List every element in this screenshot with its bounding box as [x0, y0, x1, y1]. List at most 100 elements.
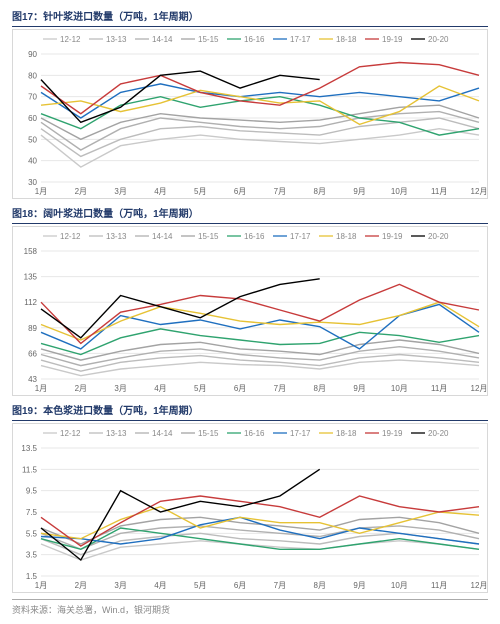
chart-svg: 12-1213-1314-1415-1516-1617-1718-1819-19…: [13, 30, 487, 198]
x-tick-label: 1月: [35, 384, 47, 393]
y-tick-label: 9.5: [26, 487, 38, 496]
y-tick-label: 158: [24, 247, 38, 256]
x-tick-label: 11月: [431, 581, 447, 590]
charts-host: 图17：针叶浆进口数量（万吨，1年周期） 12-12 13-13 14-14 15-15…: [12, 8, 488, 593]
legend-label: 18-18: [336, 429, 357, 438]
x-tick-label: 2月: [75, 384, 87, 393]
legend: 12-1213-1314-1415-1516-1617-1718-1819-19…: [43, 429, 449, 438]
legend-label: 12-12: [60, 232, 81, 241]
plot-area: 1.53.55.57.59.511.513.51月2月3月4月5月6月7月8月9…: [21, 444, 487, 590]
y-tick-label: 1.5: [26, 572, 38, 581]
x-tick-label: 2月: [75, 187, 87, 196]
series-line: [41, 360, 479, 376]
x-tick-label: 3月: [114, 187, 126, 196]
series-line: [41, 541, 479, 560]
x-tick-label: 8月: [314, 187, 326, 196]
legend-label: 14-14: [152, 429, 173, 438]
y-tick-label: 50: [28, 135, 37, 144]
chart-canvas-wrap: 12-1213-1314-1415-1516-1617-1718-1819-19…: [12, 423, 488, 593]
x-tick-label: 5月: [194, 384, 206, 393]
x-tick-label: 6月: [234, 384, 246, 393]
legend-label: 15-15: [198, 232, 219, 241]
legend-label: 18-18: [336, 35, 357, 44]
chart-block: 图17：针叶浆进口数量（万吨，1年周期）12-1213-1314-1415-15…: [12, 8, 488, 199]
legend-label: 12-12: [60, 429, 81, 438]
chart-title: 图17：针叶浆进口数量（万吨，1年周期）: [12, 8, 488, 27]
x-tick-label: 12月: [471, 384, 487, 393]
legend-label: 12-12: [60, 35, 81, 44]
legend-label: 14-14: [152, 232, 173, 241]
legend-label: 16-16: [244, 35, 265, 44]
y-tick-label: 3.5: [26, 551, 38, 560]
x-tick-label: 11月: [431, 187, 447, 196]
legend-label: 15-15: [198, 429, 219, 438]
y-tick-label: 40: [28, 157, 37, 166]
x-tick-label: 10月: [391, 187, 408, 196]
legend-label: 17-17: [290, 232, 311, 241]
series-line: [41, 279, 320, 338]
legend-label: 19-19: [382, 429, 403, 438]
legend-label: 19-19: [382, 35, 403, 44]
chart-block: 图18：阔叶浆进口数量（万吨，1年周期）12-1213-1314-1415-15…: [12, 205, 488, 396]
x-tick-label: 12月: [471, 581, 487, 590]
x-tick-label: 7月: [274, 384, 286, 393]
series-line: [41, 105, 479, 139]
chart-svg: 12-12 13-13 14-14 15-15 16-16 17-17 18-18 19-19…: [13, 227, 487, 395]
x-tick-label: 5月: [194, 187, 206, 196]
y-tick-label: 43: [28, 375, 37, 384]
y-tick-label: 13.5: [21, 444, 37, 453]
x-tick-label: 1月: [35, 187, 47, 196]
legend-label: 18-18: [336, 232, 357, 241]
x-tick-label: 6月: [234, 187, 246, 196]
x-tick-label: 9月: [353, 187, 365, 196]
y-tick-label: 135: [24, 273, 38, 282]
source-text: 资料来源：海关总署，Win.d，银河期货: [12, 599, 488, 616]
plot-area: 304050607080901月2月3月4月5月6月7月8月9月10月11月12…: [28, 50, 487, 196]
x-tick-label: 4月: [154, 187, 166, 196]
x-tick-label: 4月: [154, 581, 166, 590]
x-tick-label: 9月: [353, 384, 365, 393]
series-line: [41, 129, 479, 167]
legend-label: 16-16: [244, 429, 265, 438]
x-tick-label: 10月: [391, 581, 408, 590]
x-tick-label: 2月: [75, 581, 87, 590]
x-tick-label: 3月: [114, 581, 126, 590]
plot-area: 4366891121351581月2月3月4月5月6月7月8月9月10月11月1…: [24, 247, 487, 393]
legend-label: 15-15: [198, 35, 219, 44]
x-tick-label: 8月: [314, 384, 326, 393]
series-line: [41, 284, 479, 343]
x-tick-label: 7月: [274, 187, 286, 196]
legend: 12-12 13-13 14-14 15-15 16-16 17-17 18-18 19-19…: [43, 232, 449, 241]
chart-title: 图19：本色浆进口数量（万吨，1年周期）: [12, 402, 488, 421]
y-tick-label: 30: [28, 178, 37, 187]
legend: 12-1213-1314-1415-1516-1617-1718-1819-19…: [43, 35, 449, 44]
x-tick-label: 3月: [114, 384, 126, 393]
legend-label: 17-17: [290, 429, 311, 438]
y-tick-label: 89: [28, 324, 37, 333]
chart-canvas-wrap: 12-1213-1314-1415-1516-1617-1718-1819-19…: [12, 29, 488, 199]
x-tick-label: 9月: [353, 581, 365, 590]
x-tick-label: 7月: [274, 581, 286, 590]
y-tick-label: 60: [28, 114, 37, 123]
chart-svg: 12-1213-1314-1415-1516-1617-1718-1819-19…: [13, 424, 487, 592]
y-tick-label: 70: [28, 93, 37, 102]
x-tick-label: 11月: [431, 384, 447, 393]
series-line: [41, 355, 479, 372]
y-tick-label: 7.5: [26, 508, 38, 517]
legend-label: 16-16: [244, 232, 265, 241]
x-tick-label: 6月: [234, 581, 246, 590]
legend-label: 13-13: [106, 232, 127, 241]
legend-label: 19-19: [382, 232, 403, 241]
y-tick-label: 66: [28, 349, 37, 358]
y-tick-label: 11.5: [22, 465, 38, 474]
series-line: [41, 112, 479, 150]
x-tick-label: 1月: [35, 581, 47, 590]
x-tick-label: 5月: [194, 581, 206, 590]
x-tick-label: 12月: [471, 187, 487, 196]
y-tick-label: 112: [24, 298, 37, 307]
x-tick-label: 4月: [154, 384, 166, 393]
series-line: [41, 86, 479, 124]
page-container: 图17：针叶浆进口数量（万吨，1年周期） 12-12 13-13 14-14 15-15…: [0, 0, 500, 624]
series-line: [41, 302, 479, 340]
y-tick-label: 5.5: [26, 529, 38, 538]
